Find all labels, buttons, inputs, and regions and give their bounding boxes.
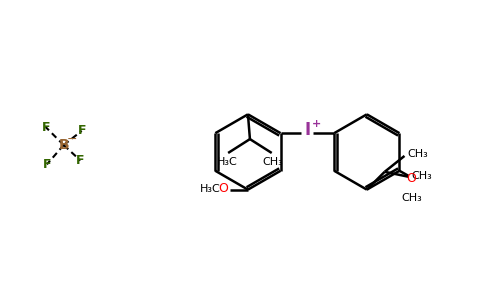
Text: F: F	[76, 154, 85, 167]
Text: B: B	[59, 138, 69, 152]
Text: −: −	[66, 133, 77, 146]
Text: F: F	[77, 124, 86, 137]
Text: H₃C: H₃C	[217, 157, 238, 167]
Text: CH₃: CH₃	[262, 157, 283, 167]
Text: H₃C: H₃C	[199, 184, 220, 194]
Text: I: I	[304, 121, 310, 139]
Text: F: F	[42, 121, 50, 134]
Text: CH₃: CH₃	[408, 149, 428, 159]
Text: CH₃: CH₃	[411, 171, 432, 181]
Text: CH₃: CH₃	[401, 193, 422, 202]
Text: +: +	[312, 119, 321, 129]
Text: F: F	[43, 158, 51, 171]
Text: O: O	[218, 182, 228, 195]
Text: O: O	[407, 172, 416, 185]
